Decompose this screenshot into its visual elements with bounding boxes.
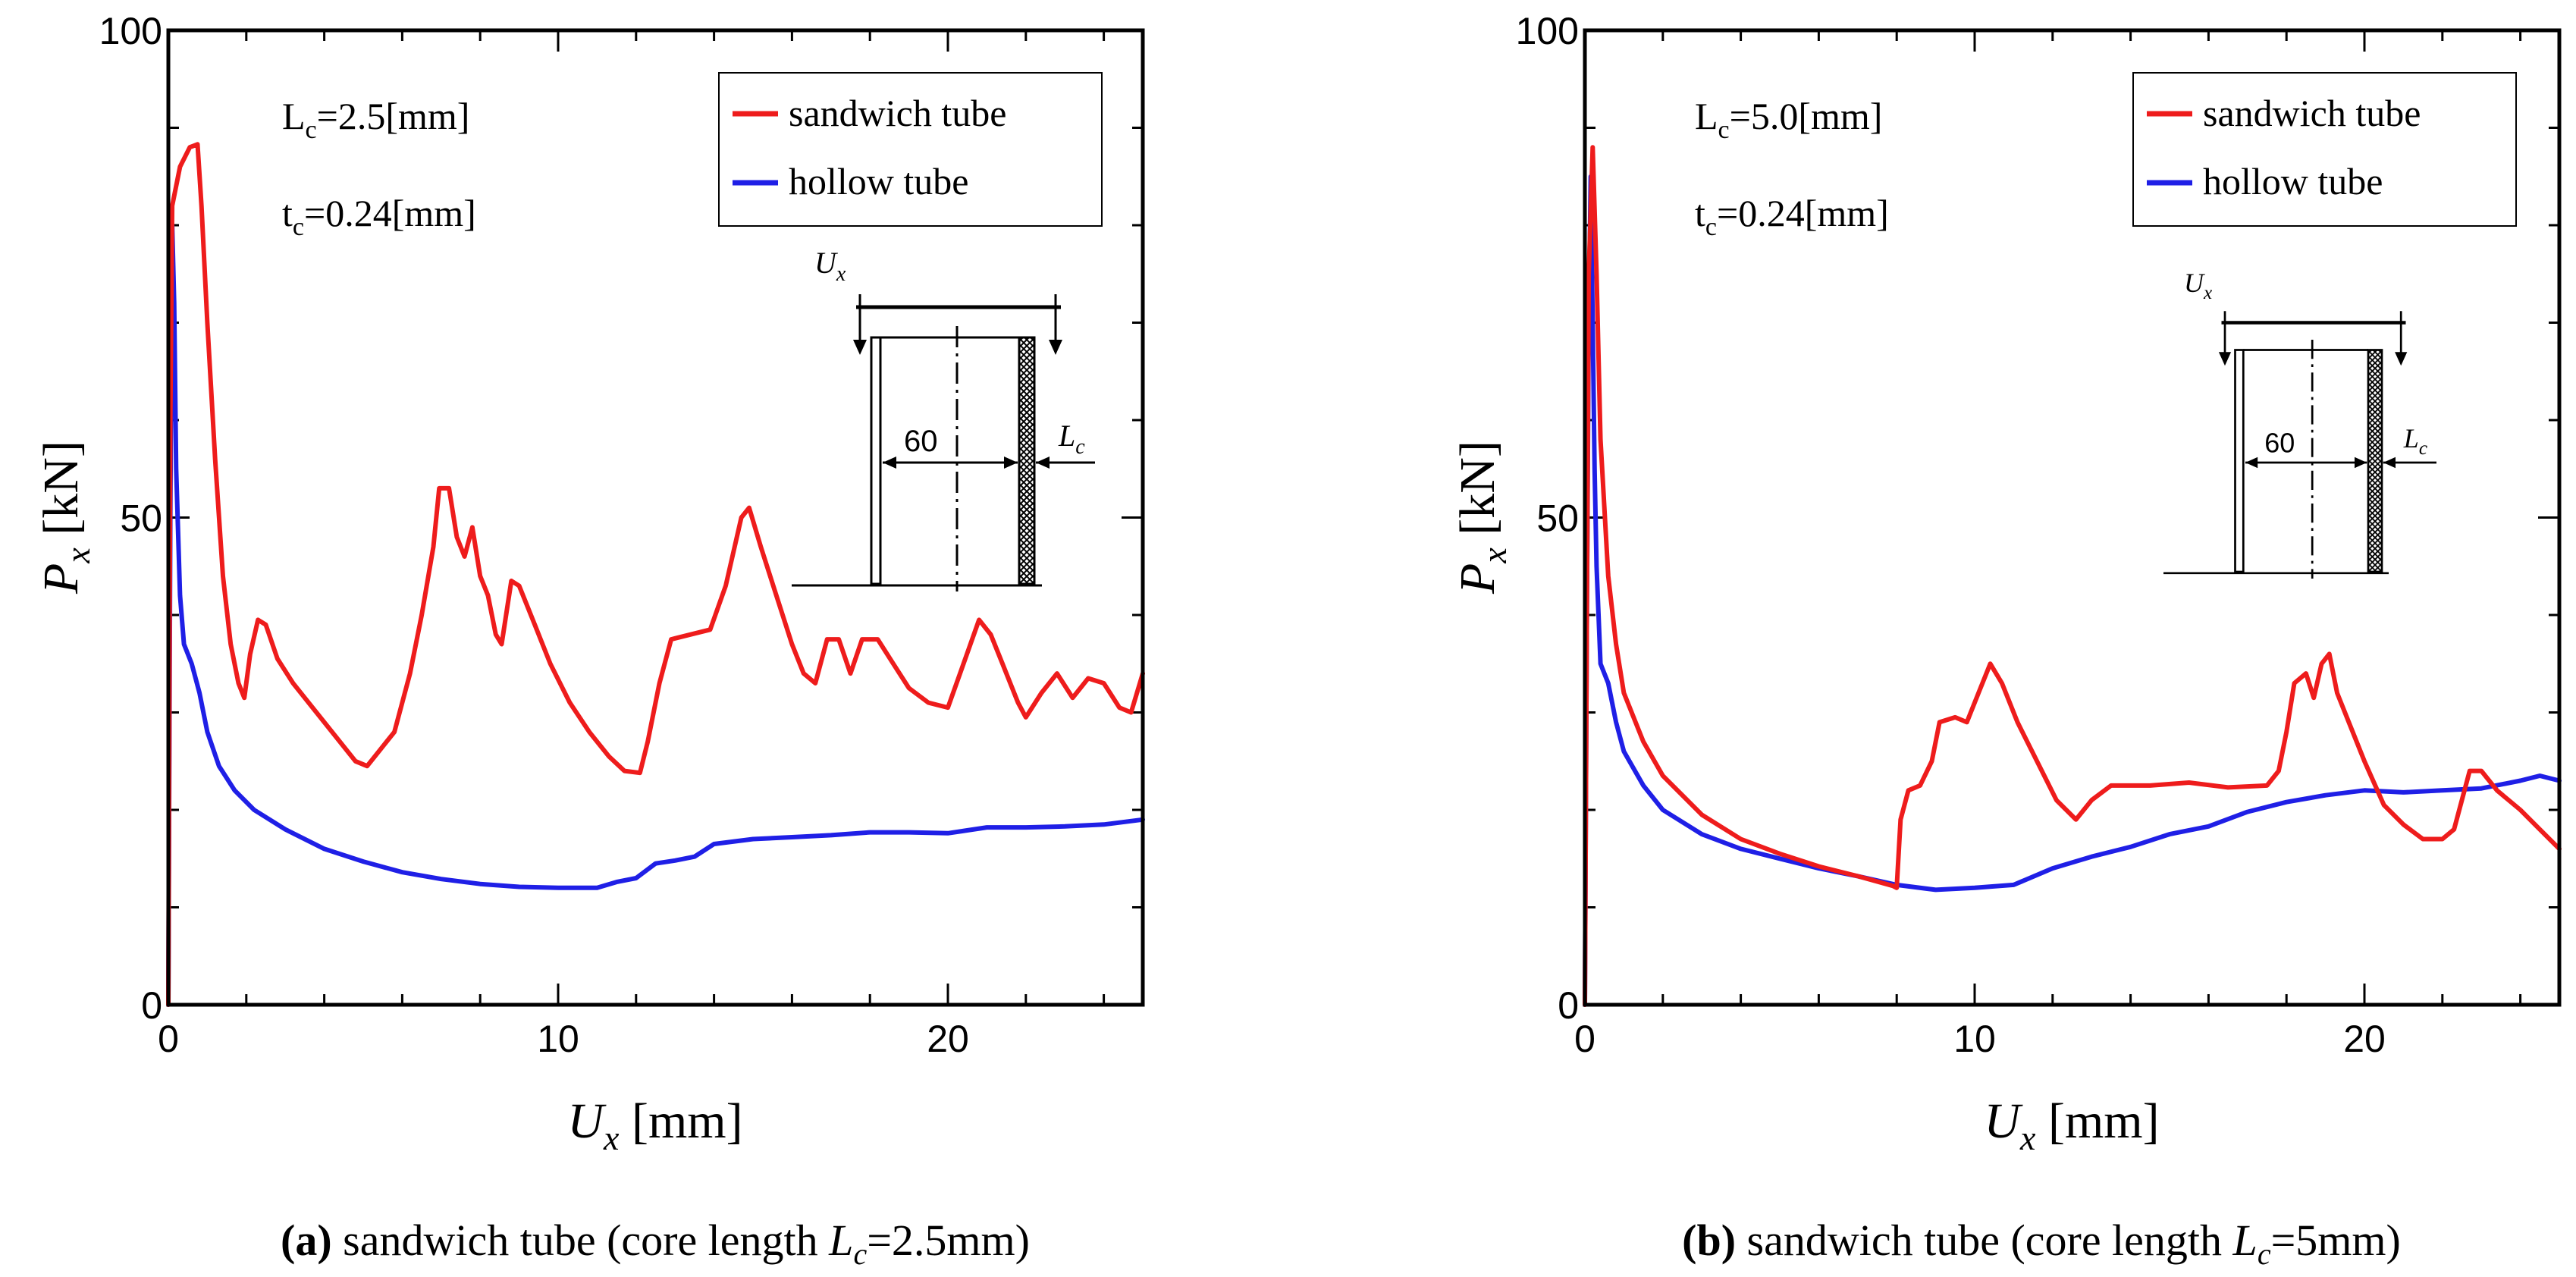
panel-b-inset-schematic: Ux 60 Lc — [2163, 268, 2437, 579]
panel-b-y-tick-label: 100 — [1516, 10, 1579, 52]
panel-b-legend-label-hollow: hollow tube — [2203, 160, 2383, 202]
panel-b-tick-labels: 0 10 20 0 50 100 — [1516, 10, 2386, 1060]
panel-a-legend-box — [718, 72, 1103, 227]
panel-a-inset-core-hatch — [1018, 336, 1036, 585]
panel-b-y-tick-label: 50 — [1536, 497, 1579, 540]
panel-b-inset-core-label: Lc — [2403, 423, 2427, 459]
panel-a-inset-load-label: Ux — [814, 246, 846, 286]
panel-b-y-tick-label: 0 — [1558, 984, 1579, 1027]
panel-b-inset-core-arrow — [2383, 457, 2396, 469]
panel-b-frame — [1583, 28, 2562, 1007]
panel-a-inset-dim-arrow-left — [883, 457, 896, 469]
panel-a-y-tick-label: 0 — [141, 984, 162, 1027]
panel-a-legend-label-hollow: hollow tube — [789, 160, 968, 202]
panel-a-y-axis-label: Px [kN] — [33, 441, 97, 595]
panel-a-inset-diameter: 60 — [904, 425, 938, 458]
panel-b-legend: sandwich tube hollow tube — [2132, 72, 2517, 227]
panel-a-series-sandwich-tube-line — [166, 142, 1145, 1007]
panel-b-annotation-core-length: Lc=5.0[mm] — [1695, 95, 1882, 144]
panel-a-x-tick-label: 10 — [537, 1018, 579, 1060]
panel-a-x-axis-label: Ux [mm] — [567, 1093, 742, 1157]
panel-b-series-sandwich-tube-line — [1583, 145, 2562, 1007]
panel-a-legend-label-sandwich: sandwich tube — [789, 92, 1006, 134]
panel-b-inset-tube-wall — [2234, 349, 2245, 573]
panel-b-y-axis-label: Px [kN] — [1450, 441, 1514, 595]
panel-a-inset-dim-arrow-right — [1004, 457, 1018, 469]
panel-b-annotation-core-thickness: tc=0.24[mm] — [1695, 192, 1889, 241]
panel-a-y-tick-label: 100 — [99, 10, 162, 52]
panel-a-annotation-core-length: Lc=2.5[mm] — [282, 95, 469, 144]
panel-a-inset-schematic: Ux 60 Lc — [792, 246, 1095, 591]
panel-b-inset-dim-arrow-right — [2355, 457, 2367, 469]
panel-b-inset-load-label: Ux — [2184, 268, 2212, 303]
panel-a-annotation-core-thickness: tc=0.24[mm] — [282, 192, 476, 241]
panel-a-frame — [166, 28, 1145, 1007]
panel-b-inset-dim-arrow-left — [2245, 457, 2258, 469]
panel-b: 0 10 20 0 50 100 Lc=5.0[mm] tc=0.24[mm] sandw… — [1450, 10, 2562, 1271]
panel-b-series-hollow-tube-line — [1583, 174, 2562, 1007]
panel-a: 0 10 20 0 50 100 Lc=2.5[mm] tc=0.24[mm] sandw… — [33, 10, 1145, 1271]
panel-b-inset-diameter: 60 — [2264, 428, 2295, 459]
panel-a-series-lines — [166, 142, 1145, 1007]
panel-a-inset-arrow-right-head — [1049, 340, 1062, 355]
panel-a-legend: sandwich tube hollow tube — [718, 72, 1103, 227]
panel-a-x-tick-label: 0 — [158, 1018, 179, 1060]
panel-b-x-tick-label: 20 — [2343, 1018, 2386, 1060]
panel-b-inset-arrow-right-head — [2395, 352, 2408, 366]
panel-a-y-tick-label: 50 — [120, 497, 162, 540]
panel-a-caption: (a) sandwich tube (core length Lc=2.5mm) — [281, 1216, 1030, 1271]
panel-b-legend-label-sandwich: sandwich tube — [2203, 92, 2421, 134]
panel-a-x-tick-label: 20 — [927, 1018, 969, 1060]
panel-b-legend-box — [2132, 72, 2517, 227]
panel-b-inset-core-hatch — [2367, 349, 2383, 573]
panel-b-x-axis-label: Ux [mm] — [1984, 1093, 2159, 1157]
panel-a-inset-core-arrow — [1036, 457, 1050, 469]
panel-b-inset-arrow-left-head — [2218, 352, 2232, 366]
panel-a-inset-core-label: Lc — [1058, 419, 1085, 459]
panel-a-inset-arrow-left-head — [853, 340, 867, 355]
panel-b-series-lines — [1583, 145, 2562, 1007]
panel-a-series-hollow-tube-line — [166, 223, 1145, 1007]
panel-a-inset-tube-wall — [870, 336, 882, 585]
panel-b-x-tick-label: 10 — [1953, 1018, 1996, 1060]
panel-b-caption: (b) sandwich tube (core length Lc=5mm) — [1682, 1216, 2401, 1271]
panel-a-tick-labels: 0 10 20 0 50 100 — [99, 10, 969, 1060]
panel-b-x-tick-label: 0 — [1574, 1018, 1595, 1060]
